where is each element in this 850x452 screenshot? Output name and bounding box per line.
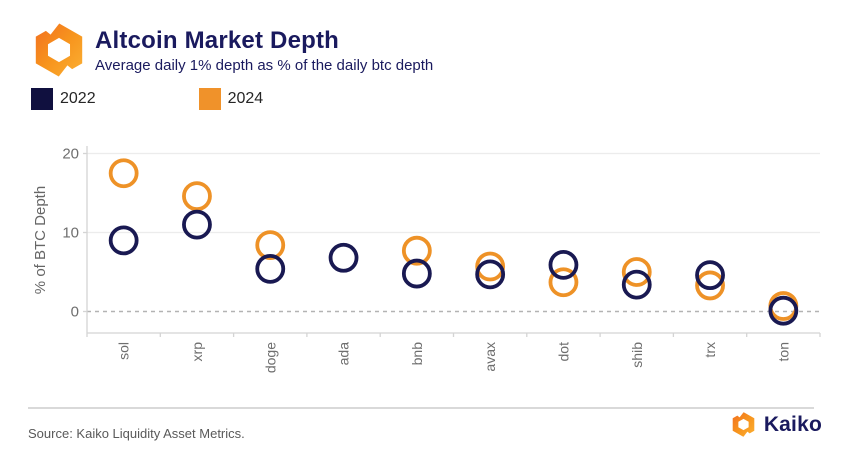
data-point-2022 [401, 258, 432, 289]
data-point-2024 [475, 251, 506, 282]
chart-subtitle: Average daily 1% depth as % of the daily… [95, 57, 434, 74]
legend: 2022 2024 [31, 88, 263, 110]
data-point-2024 [182, 181, 212, 212]
data-point-2024 [401, 235, 432, 266]
x-category-label: doge [262, 342, 278, 373]
data-point-2024 [695, 270, 725, 301]
data-point-2022 [621, 269, 652, 300]
data-point-2022 [255, 253, 286, 284]
kaiko-logo-icon [35, 21, 83, 79]
legend-swatch-2022 [31, 88, 53, 110]
x-category-label: shib [629, 342, 645, 368]
y-tick-label: 0 [71, 304, 79, 321]
footer-divider [28, 407, 814, 409]
data-point-2022 [695, 260, 725, 291]
y-tick-label: 10 [62, 225, 79, 242]
x-category-label: xrp [189, 342, 205, 362]
data-point-2022 [328, 242, 359, 273]
kaiko-logo-icon-small [732, 411, 755, 438]
x-category-label: ada [336, 342, 352, 366]
brand-name: Kaiko [763, 412, 822, 436]
data-point-2022 [108, 225, 139, 256]
data-point-2024 [108, 158, 139, 189]
x-category-label: ton [775, 342, 791, 361]
x-category-label: sol [116, 342, 132, 360]
legend-label-2024: 2024 [227, 90, 264, 107]
legend-swatch-2024 [198, 88, 221, 110]
y-axis-title: % of BTC Depth [32, 186, 49, 294]
data-point-2024 [255, 230, 286, 261]
data-point-2022 [548, 249, 579, 280]
data-point-2022 [182, 209, 212, 240]
data-point-2024 [621, 257, 652, 287]
data-point-2022 [475, 259, 506, 290]
x-category-label: avax [482, 342, 498, 372]
chart-title: Altcoin Market Depth [95, 27, 340, 54]
kaiko-brand: Kaiko [730, 411, 822, 438]
y-tick-label: 20 [62, 146, 79, 163]
data-point-2022 [768, 295, 799, 326]
data-point-2024 [548, 267, 579, 298]
legend-item-2022: 2022 [31, 88, 96, 110]
legend-label-2022: 2022 [60, 90, 96, 107]
source-caption: Source: Kaiko Liquidity Asset Metrics. [28, 426, 245, 441]
x-category-label: bnb [409, 342, 425, 366]
x-category-label: dot [555, 342, 571, 362]
x-category-label: trx [702, 342, 718, 358]
legend-item-2024: 2024 [198, 88, 264, 110]
